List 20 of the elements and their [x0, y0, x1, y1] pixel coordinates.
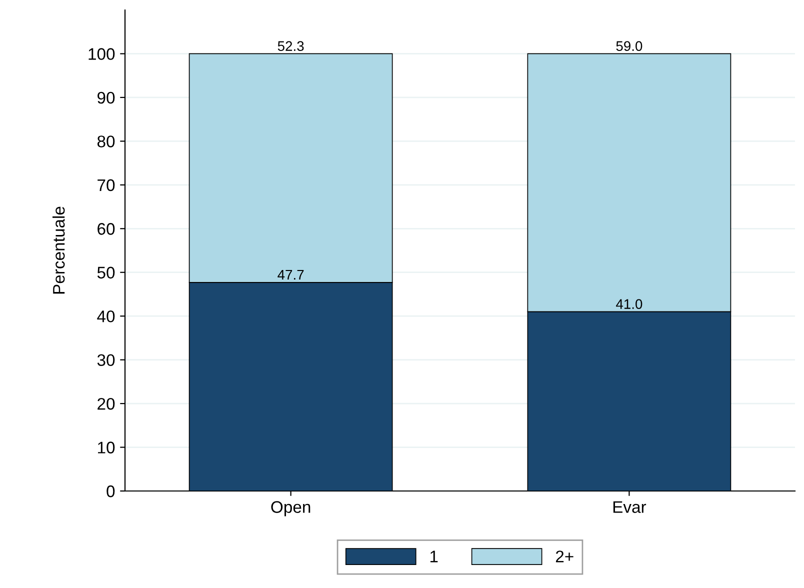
- x-tick-label: Evar: [613, 501, 646, 513]
- y-axis-title: Percentuale: [52, 206, 65, 294]
- y-tick-label: 70: [98, 179, 115, 192]
- data-label: 59.0: [616, 41, 642, 51]
- legend-label: 2+: [556, 550, 574, 562]
- legend-label: 1: [430, 550, 438, 562]
- y-tick-label: 20: [98, 398, 115, 410]
- data-label: 47.7: [278, 270, 304, 280]
- y-tick-label: 60: [98, 223, 115, 235]
- y-tick-label: 80: [97, 136, 115, 148]
- data-label: 52.3: [278, 41, 304, 51]
- y-tick-label: 100: [88, 48, 115, 60]
- y-tick-label: 50: [97, 266, 115, 279]
- y-tick-label: 0: [106, 485, 115, 498]
- y-tick-label: 10: [98, 442, 115, 454]
- data-label: 41.0: [616, 299, 642, 309]
- x-tick-label: Open: [271, 501, 310, 516]
- y-tick-label: 30: [97, 354, 115, 366]
- y-tick-label: 90: [98, 92, 115, 104]
- y-tick-label: 40: [97, 310, 115, 322]
